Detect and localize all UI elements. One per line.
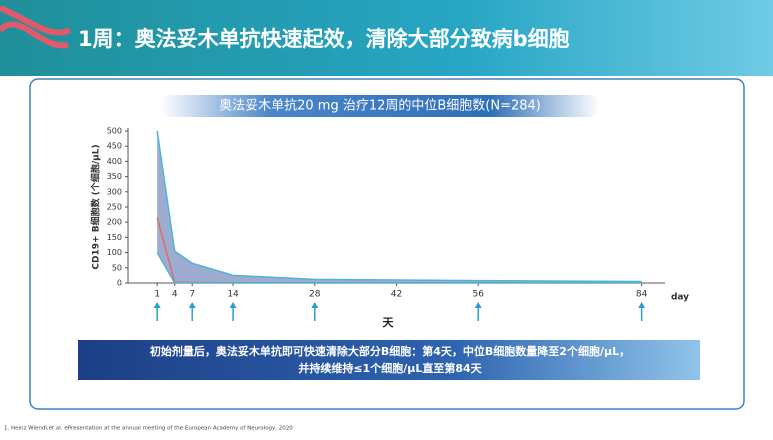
- x-unit: day: [671, 293, 689, 303]
- banner-line: 初始剂量后，奥法妥木单抗即可快速清除大部分B细胞：第4天，中位B细胞数量降至2个…: [150, 344, 630, 358]
- banner-line: 并持续维持≤1个细胞/μL直至第84天: [298, 361, 482, 375]
- y-tick-label: 50: [112, 263, 122, 272]
- footnote: 1. Heinz Wiendl,et al. ePresentation at …: [4, 426, 293, 432]
- y-tick-label: 500: [107, 127, 122, 136]
- y-tick-label: 400: [107, 157, 122, 166]
- x-tick-label: 14: [227, 290, 239, 300]
- x-tick-label: 4: [172, 290, 178, 300]
- x-axis-label: 天: [383, 316, 395, 329]
- y-tick-label: 150: [107, 233, 122, 242]
- y-tick-label: 250: [107, 203, 122, 212]
- dose-arrow-head: [474, 302, 482, 308]
- y-tick-label: 450: [107, 142, 122, 151]
- series-line: [156, 130, 642, 283]
- dose-arrow-head: [229, 302, 237, 308]
- chart-title: 奥法妥木单抗20 mg 治疗12周的中位B细胞数(N=284): [219, 98, 541, 114]
- y-tick-label: 0: [117, 279, 122, 288]
- header-band: [0, 0, 773, 76]
- x-tick-label: 42: [391, 290, 402, 300]
- series-line: [156, 252, 642, 284]
- x-tick-label: 84: [636, 290, 648, 300]
- x-tick-label: 7: [189, 290, 195, 300]
- banner: [78, 340, 700, 380]
- rope-icon: [0, 5, 72, 49]
- x-tick-label: 28: [309, 290, 321, 300]
- y-tick-label: 350: [107, 172, 122, 181]
- content-box: [29, 78, 745, 410]
- dose-arrow-head: [638, 302, 646, 308]
- y-tick-label: 200: [107, 218, 122, 227]
- y-axis-label: CD19+ B细胞数 (个细胞/μL): [90, 144, 102, 269]
- x-tick-label: 56: [472, 290, 484, 300]
- y-tick-label: 100: [107, 248, 122, 257]
- dose-arrow-head: [188, 302, 196, 308]
- chart-title-pill: [160, 95, 600, 117]
- dose-arrow-head: [153, 302, 161, 308]
- dose-arrow-head: [311, 302, 319, 308]
- x-tick-label: 1: [154, 290, 160, 300]
- y-tick-label: 300: [107, 187, 122, 196]
- header-title: 1周：奥法妥木单抗快速起效，清除大部分致病b细胞: [78, 27, 570, 51]
